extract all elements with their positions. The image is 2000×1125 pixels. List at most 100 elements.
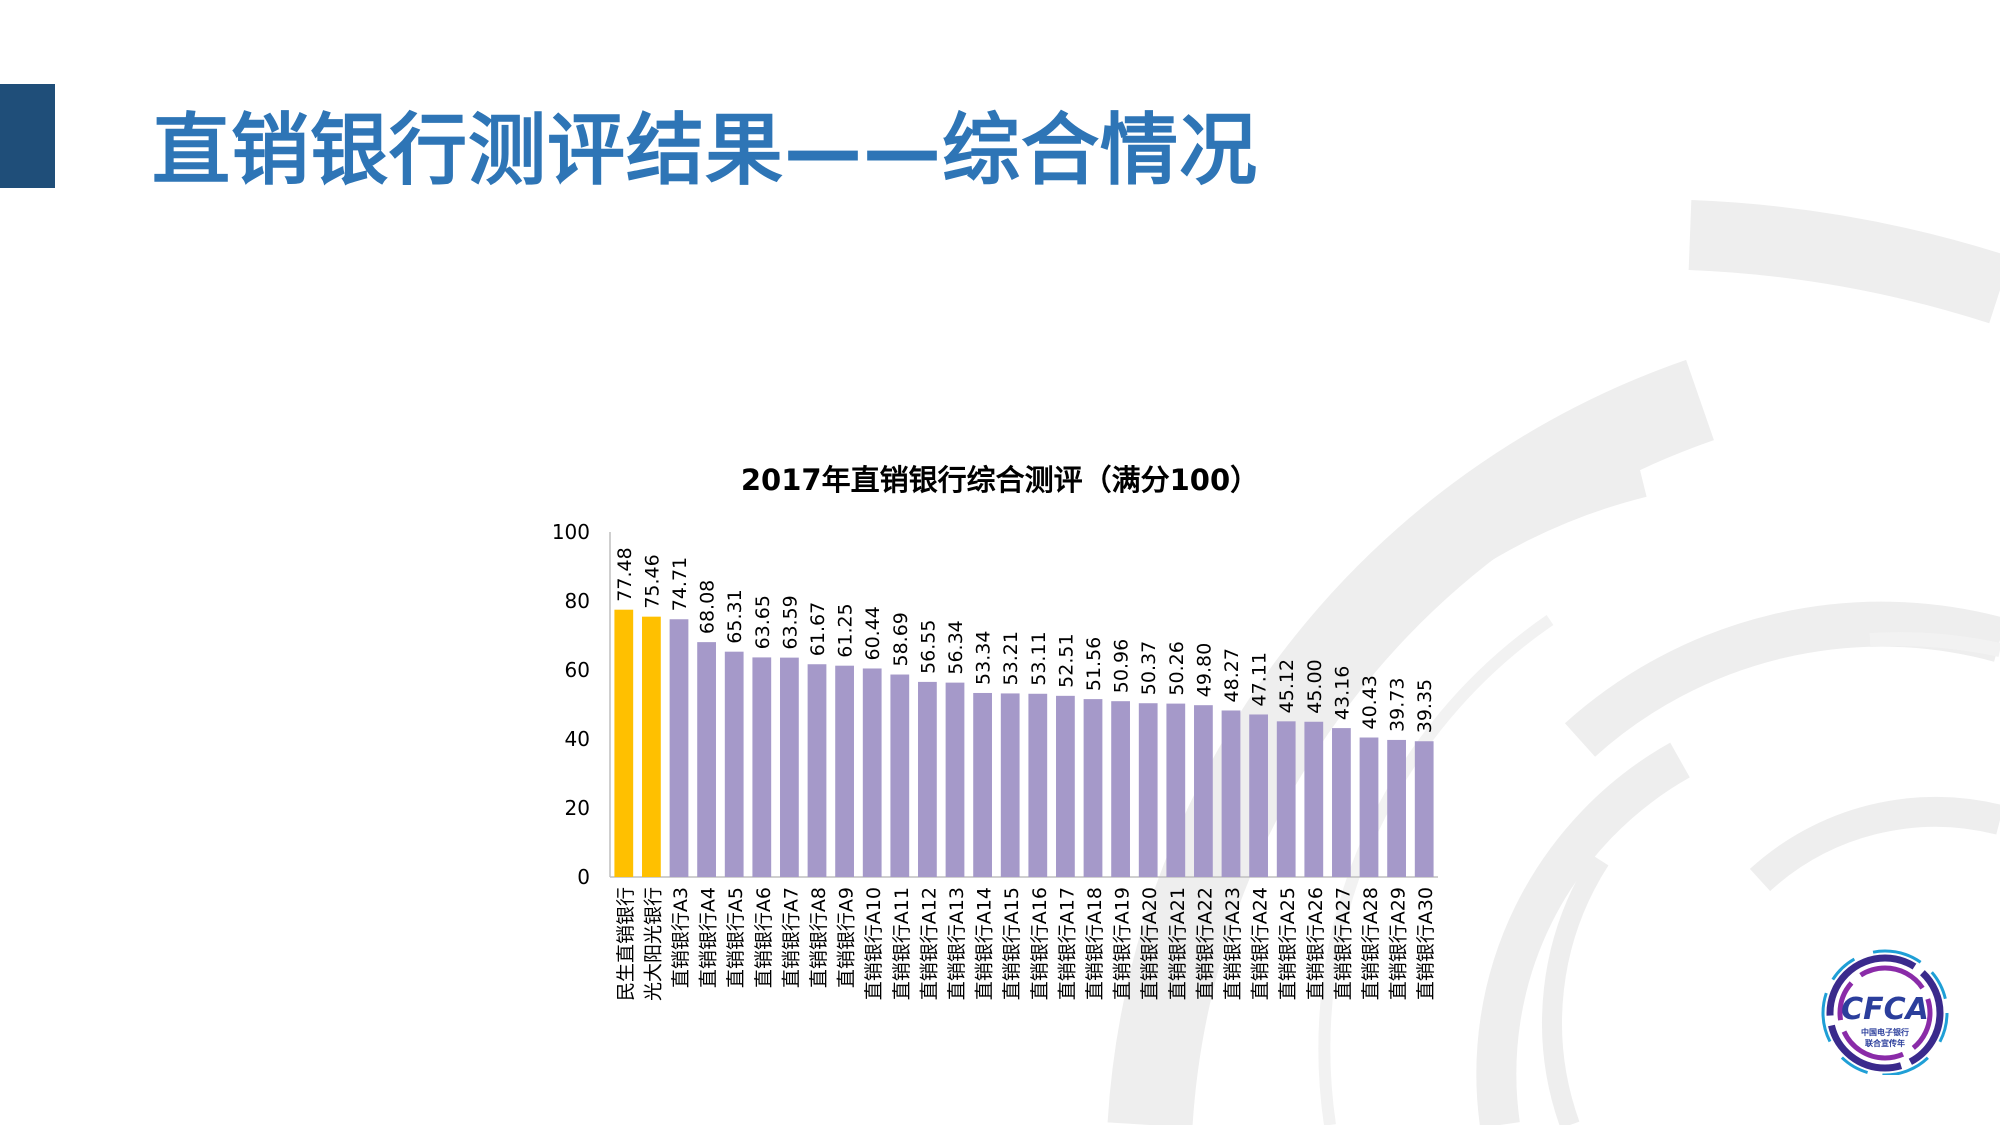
category-label: 直销银行A15 (1001, 887, 1023, 1000)
bar (669, 619, 689, 877)
bar (945, 682, 965, 877)
bar (614, 609, 634, 877)
value-label: 53.34 (973, 631, 995, 685)
y-tick-label: 80 (565, 589, 590, 613)
y-tick-label: 100 (552, 520, 590, 544)
value-label: 61.25 (835, 603, 857, 657)
y-axis: 0 20 40 60 80 100 (552, 520, 1438, 889)
bar (697, 642, 716, 877)
value-label: 48.27 (1221, 648, 1243, 702)
value-label: 56.34 (945, 620, 967, 674)
category-label: 直销银行A9 (836, 887, 858, 988)
category-label: 直销银行A14 (974, 887, 996, 1000)
bar (724, 651, 744, 877)
bar (1028, 693, 1048, 877)
cfca-logo: CFCA 中国电子银行 联合宣传年 (1821, 949, 1949, 1075)
logo-text: CFCA (1841, 992, 1929, 1027)
category-label: 直销银行A30 (1415, 887, 1437, 1000)
logo-subtext-2: 联合宣传年 (1865, 1038, 1905, 1048)
category-label: 直销银行A18 (1084, 887, 1106, 1000)
y-tick-label: 40 (565, 727, 590, 751)
category-label: 直销银行A20 (1139, 887, 1161, 1000)
value-label: 43.16 (1331, 666, 1353, 720)
bar (1111, 701, 1130, 877)
category-label: 民生直销银行 (615, 887, 637, 1001)
category-label: 直销银行A7 (780, 887, 802, 988)
bar (1056, 695, 1075, 877)
y-tick-label: 60 (565, 658, 590, 682)
bar (780, 657, 799, 877)
category-label: 直销银行A26 (1305, 887, 1327, 1000)
bar (642, 616, 661, 877)
value-label: 50.96 (1111, 639, 1133, 693)
value-label: 58.69 (890, 612, 912, 666)
category-label: 直销银行A3 (670, 887, 692, 988)
bar (1276, 721, 1296, 877)
value-label: 56.55 (917, 619, 939, 673)
category-label: 直销银行A6 (753, 887, 775, 988)
category-label: 直销银行A28 (1360, 887, 1382, 1000)
value-label: 74.71 (669, 557, 691, 611)
page-title: 直销银行测评结果——综合情况 (152, 106, 1259, 196)
logo-subtext-1: 中国电子银行 (1861, 1027, 1909, 1037)
value-label: 68.08 (697, 580, 719, 634)
category-label: 直销银行A12 (918, 887, 940, 1000)
bar (1138, 703, 1158, 877)
y-tick-label: 0 (577, 865, 590, 889)
value-label: 40.43 (1359, 675, 1381, 729)
value-label: 47.11 (1249, 652, 1271, 706)
bar (1359, 737, 1379, 877)
value-label: 65.31 (724, 589, 746, 643)
value-label: 75.46 (641, 554, 663, 608)
bars (614, 609, 1434, 877)
value-label: 60.44 (862, 606, 884, 660)
category-label: 直销银行A5 (725, 887, 747, 988)
value-labels: 77.48 75.46 74.71 68.08 65.31 63.65 63.59 61.67… (614, 547, 1436, 733)
value-label: 49.80 (1193, 643, 1215, 697)
category-label: 光大阳光银行 (642, 887, 664, 1001)
bar (1000, 693, 1020, 877)
bar (1249, 714, 1268, 877)
category-label: 直销银行A25 (1277, 887, 1299, 1000)
bar (1387, 739, 1406, 877)
chart-title: 2017年直销银行综合测评（满分100） (741, 463, 1259, 497)
bar (973, 692, 992, 877)
bar (1332, 728, 1351, 877)
value-label: 51.56 (1083, 637, 1105, 691)
bar (1221, 710, 1241, 877)
bar (752, 657, 772, 877)
bar (807, 664, 827, 877)
category-label: 直销银行A23 (1222, 887, 1244, 1000)
value-label: 63.59 (779, 595, 801, 649)
value-label: 39.73 (1387, 678, 1409, 732)
category-label: 直销银行A19 (1112, 887, 1134, 1000)
category-label: 直销银行A29 (1388, 887, 1410, 1000)
category-labels: 民生直销银行 光大阳光银行 直销银行A3 直销银行A4 直销银行A5 直销银行A6 直销银行… (615, 887, 1437, 1001)
bar (835, 665, 854, 877)
bar (1194, 705, 1213, 877)
value-label: 53.21 (1000, 631, 1022, 685)
bar (1414, 741, 1434, 877)
value-label: 53.11 (1028, 631, 1050, 685)
value-label: 77.48 (614, 547, 636, 601)
value-label: 61.67 (807, 602, 829, 656)
bar (862, 668, 882, 877)
value-label: 45.12 (1276, 659, 1298, 713)
category-label: 直销银行A10 (863, 887, 885, 1000)
category-label: 直销银行A16 (1029, 887, 1051, 1000)
value-label: 50.26 (1166, 641, 1188, 695)
category-label: 直销银行A13 (946, 887, 968, 1000)
category-label: 直销银行A8 (808, 887, 830, 988)
bar (1083, 699, 1103, 877)
category-label: 直销银行A11 (891, 887, 913, 1000)
y-tick-label: 20 (565, 796, 590, 820)
category-label: 直销银行A24 (1250, 887, 1272, 1000)
value-label: 63.65 (752, 595, 774, 649)
bar (1166, 703, 1186, 877)
bar (890, 674, 910, 877)
category-label: 直销银行A22 (1194, 887, 1216, 1000)
bar (918, 681, 937, 877)
category-label: 直销银行A21 (1167, 887, 1189, 1000)
